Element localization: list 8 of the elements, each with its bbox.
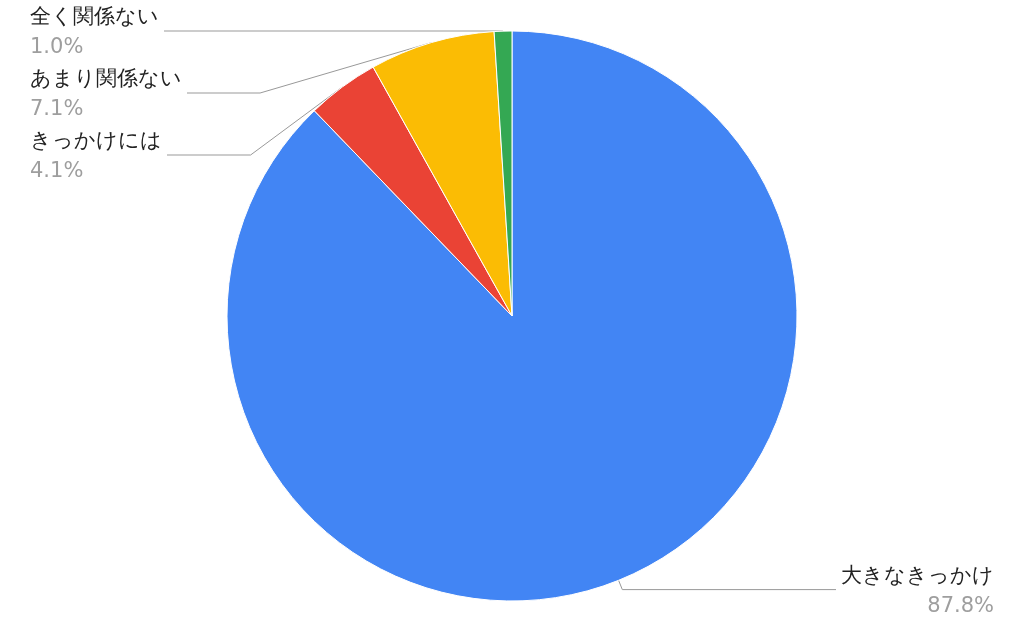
- slice-label: 大きなきっかけ: [841, 562, 994, 587]
- data-label: 87.8%: [927, 592, 994, 617]
- data-label: 1.0%: [30, 34, 84, 58]
- data-label: 4.1%: [30, 158, 84, 182]
- slice-label: きっかけには: [30, 128, 162, 152]
- slice-label: あまり関係ない: [30, 66, 182, 90]
- data-label: 7.1%: [30, 96, 84, 120]
- slice-label: 全く関係ない: [30, 4, 159, 28]
